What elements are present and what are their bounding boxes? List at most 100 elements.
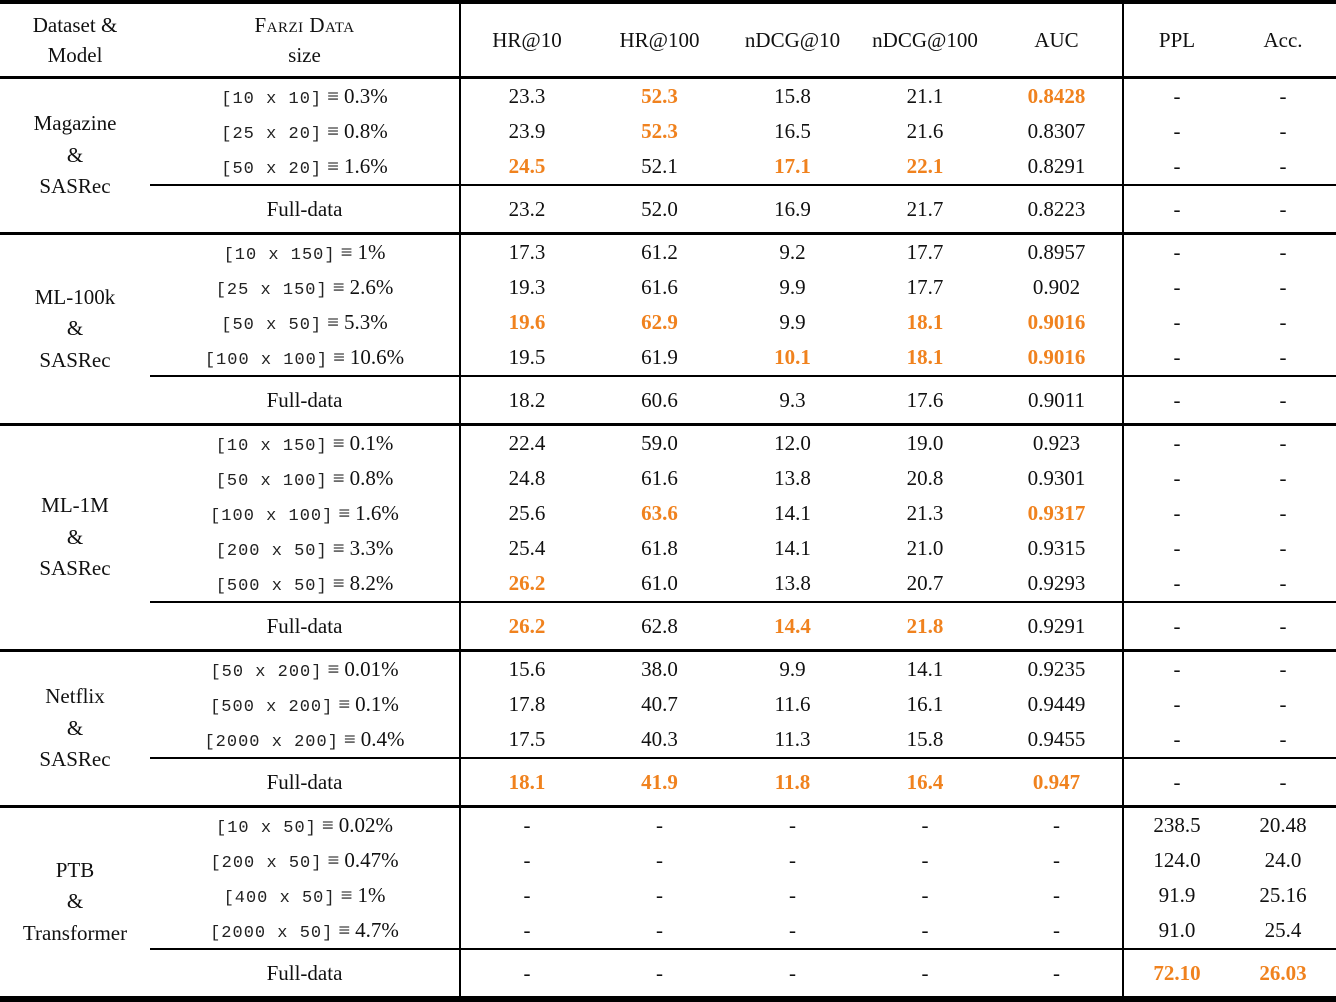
metric-value-cell: 124.0 [1122,843,1230,878]
size-matrix: [50 x 200] [210,663,323,682]
metric-value-cell: 16.9 [726,184,859,235]
equiv-symbol: ≡ [327,848,340,872]
metric-value-cell: - [1279,345,1287,369]
dataset-model-line: & [66,316,84,341]
metric-value-cell: - [1279,275,1287,299]
metric-value-cell: 62.8 [593,601,726,652]
metric-value-cell: - [656,883,663,907]
metric-value-cell: - [459,806,593,843]
metric-value-cell: 20.8 [906,466,944,490]
size-percent: 0.01% [344,657,399,681]
metric-value-cell: - [789,848,796,872]
farzi-size-cell: [10 x 150] ≡ 1% [150,234,460,271]
size-percent: 1% [357,240,386,264]
size-matrix: [200 x 50] [215,542,328,561]
equiv-symbol: ≡ [327,657,340,681]
metric-value-cell: 26.2 [459,566,593,602]
table-row: PTB & Transformer [10 x 50] ≡ 0.02% - - - - -238.5… [0,806,1336,1001]
col-header-dataset-line1: Dataset & [32,12,118,37]
full-data-row: Full-data 18.1 41.9 11.8 16.4 0.947- - [0,757,1336,808]
metric-value-cell: - [1279,310,1287,334]
metric-value-cell: 0.9011 [991,375,1123,426]
metric-value-cell: 10.1 [774,345,811,369]
table-row: [500 x 50] ≡ 8.2% 26.2 61.0 13.8 20.7 0.9293- - [0,566,1336,602]
farzi-size-cell: [200 x 50] ≡ 3.3% [150,531,460,566]
metric-value-cell: 0.9301 [1027,466,1086,490]
metric-value-cell: 9.9 [779,275,806,299]
farzi-size-cell: [10 x 50] ≡ 0.02% [150,807,460,844]
size-matrix: [25 x 20] [221,125,323,144]
full-data-label: Full-data [150,757,460,808]
size-percent: 2.6% [349,275,394,299]
col-header-dataset-model: Dataset & Model [0,2,150,79]
equiv-symbol: ≡ [327,84,339,108]
table-row: [200 x 50] ≡ 3.3% 25.4 61.8 14.1 21.0 0.9315- - [0,531,1336,566]
table-row: [50 x 50] ≡ 5.3% 19.6 62.9 9.9 18.1 0.9016- - [0,305,1336,340]
metric-value-cell: 25.16 [1259,883,1307,907]
size-matrix: [10 x 50] [216,819,317,838]
size-percent: 1.6% [343,154,388,178]
metric-value-cell: - [1053,918,1060,942]
full-data-row: Full-data 18.2 60.6 9.3 17.6 0.9011- - [0,375,1336,426]
metric-value-cell: - [1122,270,1230,305]
metric-value-cell: 9.9 [779,310,806,334]
col-header-ppl: PPL [1122,2,1230,79]
farzi-size-cell: [100 x 100] ≡ 1.6% [150,496,460,531]
metric-value-cell: 12.0 [774,431,811,455]
metric-value-cell: 18.1 [906,310,944,334]
metric-value-cell: 0.9317 [1027,501,1086,525]
metric-value-cell: - [1122,305,1230,340]
metric-value-cell: 0.9016 [1027,345,1086,369]
equiv-symbol: ≡ [343,727,356,751]
metric-value-cell: 25.4 [1264,918,1302,942]
farzi-size-cell: [400 x 50] ≡ 1% [150,878,460,913]
metric-value-cell: 19.5 [459,340,593,376]
metric-value-cell: - [1230,601,1336,652]
metric-value-cell: 61.2 [641,240,678,264]
size-matrix: [25 x 150] [215,281,328,300]
full-data-label: Full-data [150,375,460,426]
metric-value-cell: - [1230,184,1336,235]
metric-value-cell: - [1279,692,1287,716]
table-row: [25 x 150] ≡ 2.6% 19.3 61.6 9.9 17.7 0.902- - [0,270,1336,305]
metric-value-cell: 0.9235 [1027,657,1086,681]
metric-value-cell: 14.1 [774,501,811,525]
metric-value-cell: - [459,913,593,949]
metric-value-cell: - [1122,184,1230,235]
metric-value-cell: - [459,843,593,878]
dataset-model-line: Magazine [33,111,117,136]
metric-value-cell: - [1230,757,1336,808]
size-matrix: [50 x 50] [221,316,323,335]
equiv-symbol: ≡ [332,571,345,595]
size-percent: 0.8% [349,466,394,490]
metric-value-cell: 21.1 [906,84,944,108]
dataset-model-line: SASRec [39,347,111,372]
metric-value-cell: - [1279,119,1287,143]
metric-value-cell: - [1122,375,1230,426]
metric-value-cell: 21.3 [906,501,944,525]
metric-value-cell: 13.8 [774,466,811,490]
table-row: [25 x 20] ≡ 0.8% 23.9 52.3 16.5 21.6 0.8307- - [0,114,1336,149]
metric-value-cell: 0.8223 [991,184,1123,235]
metric-value-cell: 61.9 [641,345,678,369]
metric-value-cell: 61.6 [641,466,678,490]
metric-value-cell: - [921,848,929,872]
metric-value-cell: 26.2 [459,601,593,652]
size-percent: 0.3% [343,84,388,108]
farzi-size-cell: [500 x 200] ≡ 0.1% [150,687,460,722]
metric-value-cell: 25.4 [459,531,593,566]
metric-value-cell: - [921,813,929,837]
metric-value-cell: - [1279,84,1287,108]
metric-value-cell: - [1122,566,1230,602]
metric-value-cell: 40.7 [641,692,678,716]
size-percent: 8.2% [349,571,394,595]
metric-value-cell: - [1122,77,1230,114]
dataset-model-cell: Netflix & SASRec [0,650,150,808]
metric-value-cell: 38.0 [641,657,678,681]
col-header-dataset-line2: Model [47,43,103,67]
table-header: Dataset & Model Farzi Data size HR@10 HR… [0,2,1336,79]
metric-value-cell: - [1122,601,1230,652]
metric-value-cell: 17.7 [906,275,944,299]
metric-value-cell: 24.5 [459,149,593,185]
metric-value-cell: - [1053,813,1060,837]
